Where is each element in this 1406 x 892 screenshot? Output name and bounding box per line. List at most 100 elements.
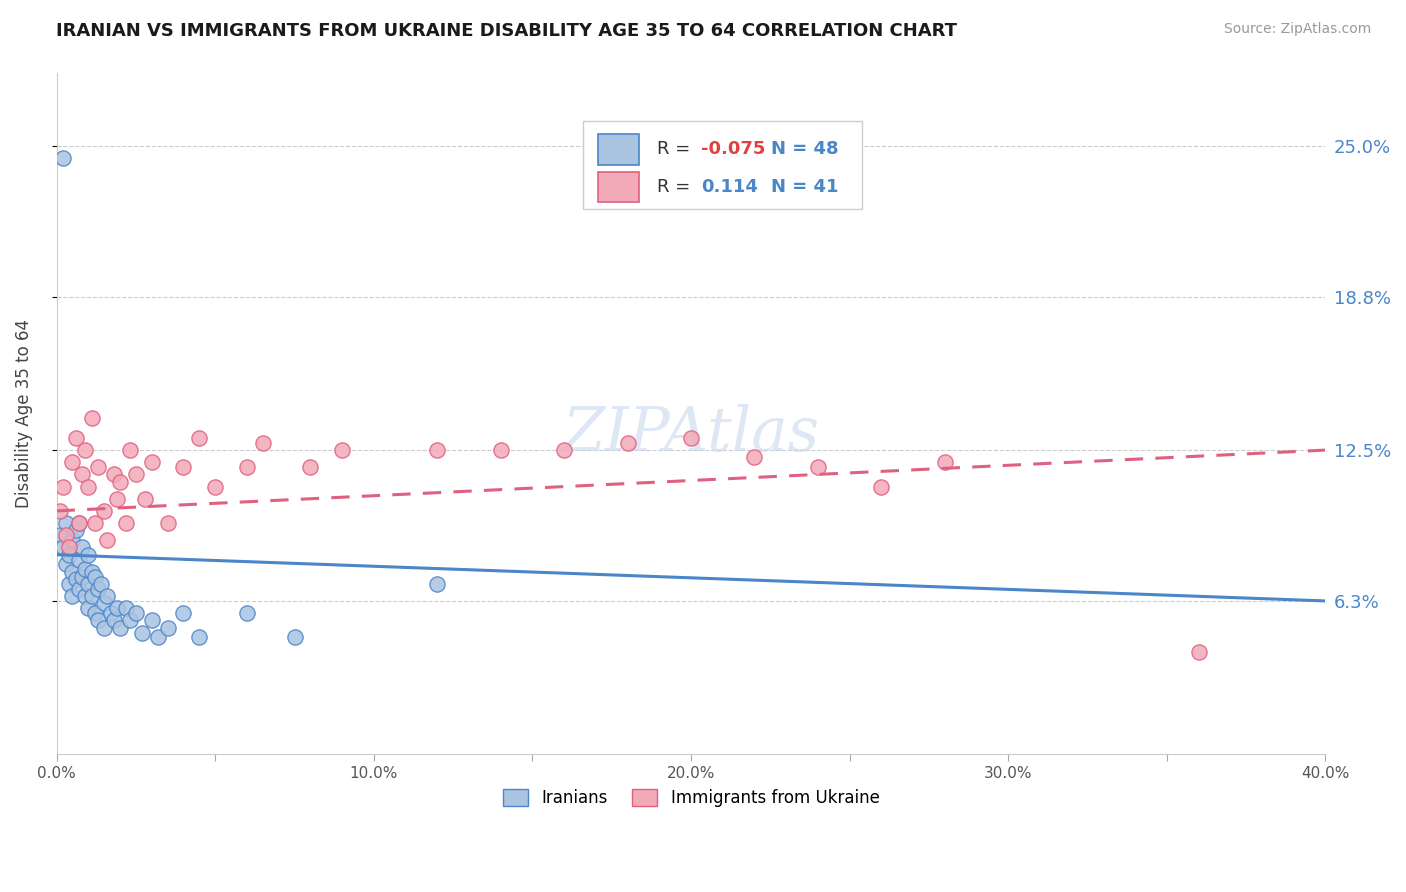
Point <box>65 524 87 538</box>
Point <box>131 625 153 640</box>
Point <box>96 533 118 548</box>
Point <box>49 528 72 542</box>
Point <box>115 516 138 530</box>
Point <box>77 479 100 493</box>
Point <box>679 431 702 445</box>
Point <box>93 596 115 610</box>
Point <box>870 479 893 493</box>
Point <box>236 460 259 475</box>
Point <box>77 577 100 591</box>
Point <box>80 589 103 603</box>
Point <box>52 151 75 165</box>
Point <box>125 606 148 620</box>
Point <box>58 541 80 555</box>
Point <box>75 589 97 603</box>
Point <box>1187 645 1209 659</box>
Bar <box>599 172 638 202</box>
Point <box>62 589 84 603</box>
Point <box>62 455 84 469</box>
Point <box>70 541 93 555</box>
Point <box>100 606 122 620</box>
Point <box>67 516 90 530</box>
Point <box>141 614 163 628</box>
Point <box>96 589 118 603</box>
Point <box>55 558 77 572</box>
Point <box>83 606 105 620</box>
Point <box>156 621 179 635</box>
Text: -0.075: -0.075 <box>702 140 765 158</box>
Bar <box>599 135 638 165</box>
Point <box>80 565 103 579</box>
Point <box>87 614 110 628</box>
Text: N = 48: N = 48 <box>770 140 838 158</box>
Legend: Iranians, Immigrants from Ukraine: Iranians, Immigrants from Ukraine <box>496 782 886 814</box>
Point <box>93 621 115 635</box>
Point <box>49 504 72 518</box>
Text: R =: R = <box>657 140 696 158</box>
Point <box>62 533 84 548</box>
Point <box>58 577 80 591</box>
Point <box>330 443 353 458</box>
Point <box>125 467 148 482</box>
Point <box>105 601 128 615</box>
Text: ZIPAtlas: ZIPAtlas <box>562 404 820 464</box>
Point <box>77 548 100 562</box>
Point <box>173 606 195 620</box>
Point <box>75 562 97 576</box>
Point <box>83 516 105 530</box>
Point <box>426 443 449 458</box>
Point <box>55 528 77 542</box>
Point <box>58 548 80 562</box>
FancyBboxPatch shape <box>583 120 862 210</box>
Point <box>426 577 449 591</box>
Text: IRANIAN VS IMMIGRANTS FROM UKRAINE DISABILITY AGE 35 TO 64 CORRELATION CHART: IRANIAN VS IMMIGRANTS FROM UKRAINE DISAB… <box>56 22 957 40</box>
Point <box>105 491 128 506</box>
Point <box>236 606 259 620</box>
Point <box>141 455 163 469</box>
Point <box>52 541 75 555</box>
Point <box>115 601 138 615</box>
Point <box>744 450 766 465</box>
Point <box>118 614 141 628</box>
Point <box>87 460 110 475</box>
Point <box>62 565 84 579</box>
Point <box>52 479 75 493</box>
Point <box>103 614 125 628</box>
Point <box>87 582 110 596</box>
Point <box>118 443 141 458</box>
Point <box>283 631 305 645</box>
Text: Source: ZipAtlas.com: Source: ZipAtlas.com <box>1223 22 1371 37</box>
Point <box>156 516 179 530</box>
Point <box>75 443 97 458</box>
Point <box>67 552 90 566</box>
Point <box>553 443 575 458</box>
Point <box>204 479 226 493</box>
Point <box>489 443 512 458</box>
Point <box>67 516 90 530</box>
Point <box>134 491 156 506</box>
Point <box>108 475 131 489</box>
Y-axis label: Disability Age 35 to 64: Disability Age 35 to 64 <box>15 319 32 508</box>
Point <box>188 631 211 645</box>
Point <box>67 582 90 596</box>
Point <box>103 467 125 482</box>
Point <box>77 601 100 615</box>
Point <box>65 431 87 445</box>
Point <box>188 431 211 445</box>
Point <box>252 435 274 450</box>
Point <box>80 411 103 425</box>
Point <box>146 631 169 645</box>
Point <box>83 569 105 583</box>
Point <box>90 577 112 591</box>
Text: R =: R = <box>657 178 696 196</box>
Point <box>65 572 87 586</box>
Point <box>108 621 131 635</box>
Point <box>70 569 93 583</box>
Point <box>807 460 830 475</box>
Point <box>173 460 195 475</box>
Point <box>55 516 77 530</box>
Point <box>616 435 638 450</box>
Point <box>93 504 115 518</box>
Text: N = 41: N = 41 <box>770 178 838 196</box>
Text: 0.114: 0.114 <box>702 178 758 196</box>
